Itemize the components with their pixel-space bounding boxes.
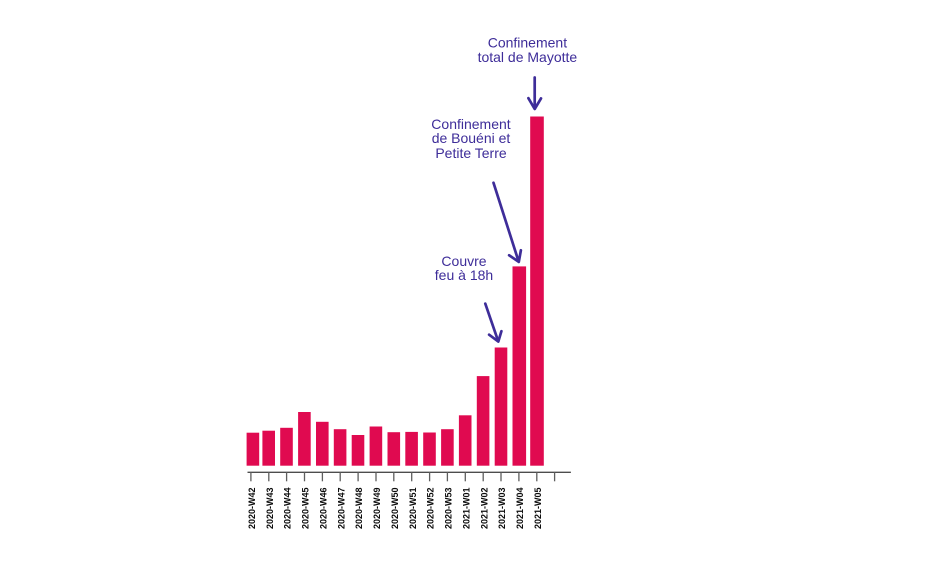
svg-text:2020-W52: 2020-W52 (426, 487, 436, 529)
svg-text:Confinement: Confinement (488, 34, 567, 50)
svg-text:de Bouéni et: de Bouéni et (432, 130, 511, 146)
svg-text:2021-W05: 2021-W05 (533, 487, 543, 529)
svg-text:Couvre: Couvre (441, 253, 486, 269)
svg-text:2021-W03: 2021-W03 (497, 487, 507, 529)
svg-text:2020-W53: 2020-W53 (444, 487, 454, 529)
svg-text:2021-W04: 2021-W04 (515, 487, 525, 529)
svg-text:Petite Terre: Petite Terre (435, 145, 507, 161)
svg-text:2020-W44: 2020-W44 (283, 487, 293, 529)
svg-text:2020-W49: 2020-W49 (372, 487, 382, 529)
svg-text:2020-W45: 2020-W45 (301, 487, 311, 529)
svg-text:total de Mayotte: total de Mayotte (478, 49, 578, 65)
svg-text:2020-W47: 2020-W47 (336, 487, 346, 529)
svg-text:Confinement: Confinement (431, 116, 510, 132)
svg-text:feu à 18h: feu à 18h (435, 267, 493, 283)
svg-text:2020-W50: 2020-W50 (390, 487, 400, 529)
svg-text:2020-W48: 2020-W48 (354, 487, 364, 529)
svg-text:2021-W02: 2021-W02 (479, 487, 489, 529)
svg-text:2020-W43: 2020-W43 (265, 487, 275, 529)
svg-text:2020-W51: 2020-W51 (408, 487, 418, 529)
svg-text:2020-W42: 2020-W42 (247, 487, 257, 529)
svg-text:2021-W01: 2021-W01 (461, 487, 471, 529)
svg-text:2020-W46: 2020-W46 (319, 487, 329, 529)
